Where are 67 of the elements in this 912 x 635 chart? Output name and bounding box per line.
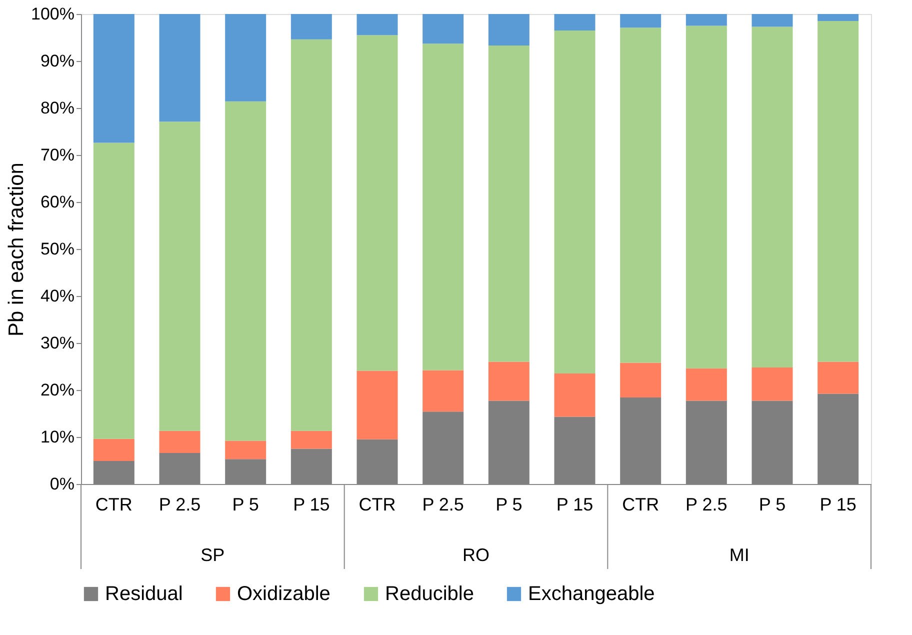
- bar: [818, 14, 859, 22]
- y-tick-label: 70%: [40, 146, 74, 164]
- bar: [356, 14, 398, 36]
- bar: [290, 14, 332, 40]
- bar: [356, 370, 398, 440]
- bar: [93, 438, 134, 461]
- bar: [159, 430, 200, 453]
- bar: [159, 14, 200, 122]
- bar: [488, 362, 530, 401]
- y-tick-label: 30%: [40, 334, 74, 352]
- bar: [93, 142, 134, 439]
- bar: [752, 367, 793, 401]
- x-tick-label: CTR: [95, 494, 132, 514]
- bar: [554, 374, 596, 417]
- bar: [488, 14, 530, 46]
- legend-label: Reducible: [385, 583, 474, 605]
- bar: [686, 14, 727, 26]
- y-tick-label: 60%: [40, 192, 74, 212]
- y-tick-label: 10%: [40, 428, 74, 446]
- x-tick-label: P 5: [758, 494, 786, 514]
- bar: [422, 370, 464, 412]
- bar: [686, 368, 727, 401]
- x-tick-label: P 15: [556, 494, 594, 514]
- legend-label: Exchangeable: [528, 583, 655, 605]
- legend-label: Oxidizable: [237, 583, 330, 605]
- y-axis-title: Pb in each fraction: [5, 162, 28, 336]
- bar: [818, 21, 859, 362]
- x-tick-label: P 2.5: [686, 494, 728, 514]
- y-tick-label: 90%: [40, 52, 74, 70]
- x-tick-label: P 2.5: [422, 494, 464, 514]
- text: MI: [729, 545, 750, 565]
- bar: [225, 440, 266, 460]
- bar: [225, 14, 266, 102]
- bar: [422, 44, 464, 370]
- x-tick-label: P 15: [293, 494, 330, 514]
- x-tick-label: P 2.5: [158, 494, 201, 514]
- y-tick-label: 100%: [31, 4, 74, 24]
- bar: [620, 14, 662, 28]
- bar: [620, 28, 662, 363]
- y-tick-label: 20%: [40, 380, 74, 400]
- x-tick-label: P 5: [232, 494, 259, 514]
- bar: [686, 26, 727, 368]
- x-tick-label: P 15: [820, 494, 856, 514]
- y-tick-label: 0%: [50, 474, 74, 494]
- bar: [225, 101, 266, 441]
- bar: [488, 45, 530, 362]
- bar: [290, 39, 332, 431]
- bar: [818, 362, 859, 394]
- x-tick-label: CTR: [622, 494, 660, 514]
- y-tick-label: 50%: [40, 240, 74, 258]
- bar: [356, 35, 398, 371]
- bar: [93, 14, 134, 143]
- bar: [752, 26, 793, 368]
- text: RO: [462, 545, 490, 565]
- bar: [620, 362, 662, 398]
- y-tick-label: 80%: [40, 98, 74, 118]
- bar: [554, 30, 596, 374]
- x-tick-label: CTR: [358, 494, 396, 514]
- bar: [290, 430, 332, 449]
- bar: [752, 14, 793, 27]
- y-tick-label: 40%: [40, 286, 74, 306]
- legend-label: Residual: [105, 583, 183, 605]
- text: SP: [200, 545, 225, 565]
- bar: [422, 14, 464, 44]
- x-tick-label: P 5: [496, 494, 522, 514]
- bar: [554, 14, 596, 30]
- bar: [159, 122, 200, 431]
